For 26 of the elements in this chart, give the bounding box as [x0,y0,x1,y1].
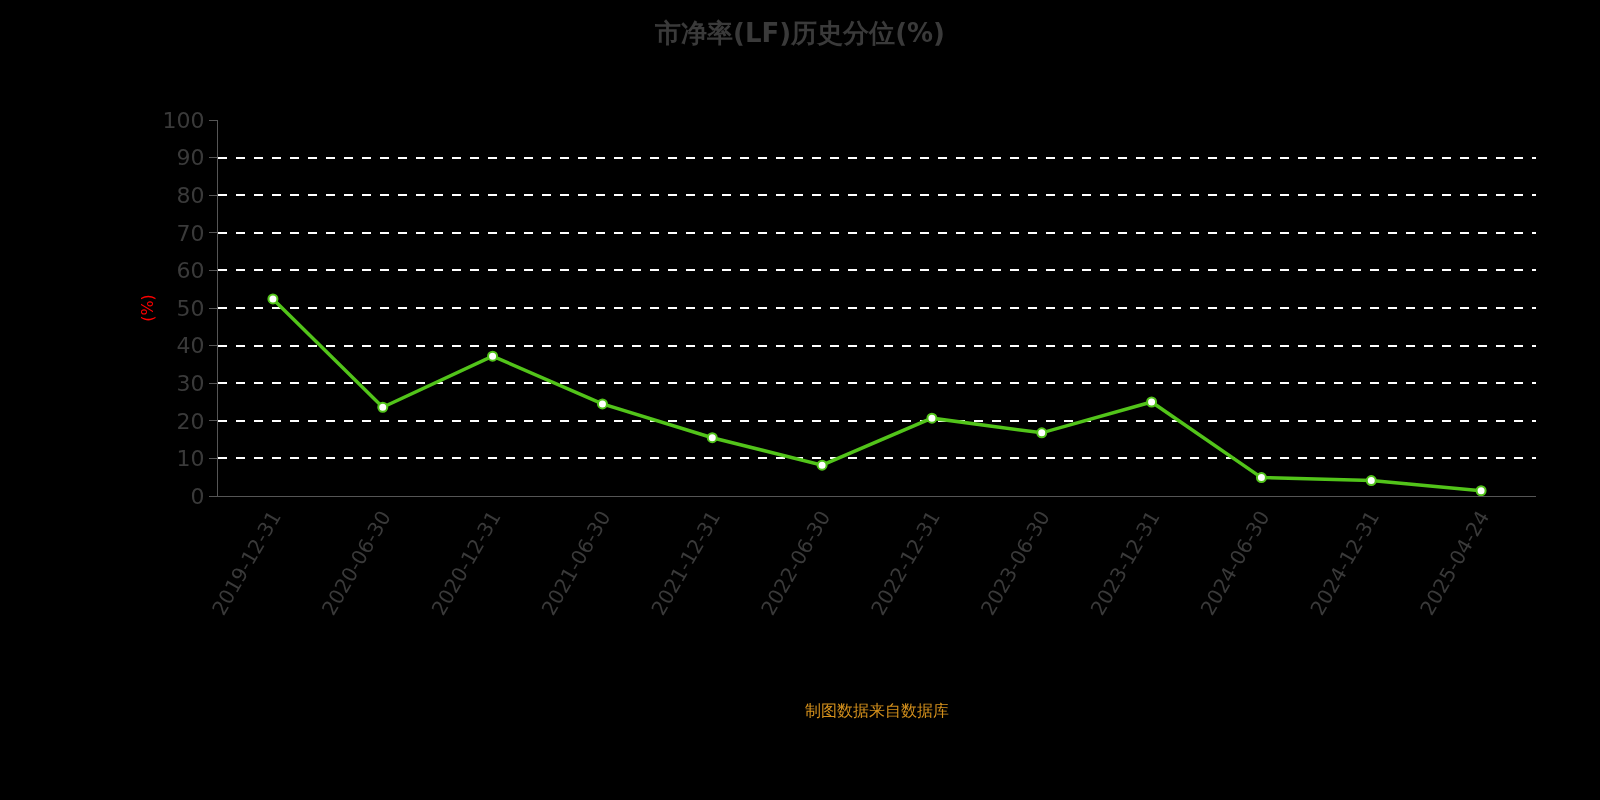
point [267,293,279,305]
point [1475,485,1487,496]
y-tick-label: 10 [176,446,205,472]
y-axis-title: (%) [138,294,158,322]
y-tick-label: 90 [176,145,205,171]
point [816,459,828,471]
point [377,401,389,413]
y-tick-label: 40 [176,333,205,359]
point [596,398,608,410]
y-tick-label: 80 [176,182,205,208]
point [1255,472,1267,484]
y-tick-label: 60 [176,258,205,284]
y-tick-label: 70 [176,220,205,246]
y-tick-label: 20 [176,408,205,434]
point [1365,475,1377,487]
y-tick-label: 0 [190,483,205,509]
y-tick-label: 50 [176,295,205,321]
text: 制图数据来自数据库 [805,701,949,720]
point [706,432,718,444]
y-tick-label: 100 [162,107,205,133]
chart-title: 市净率(LF)历史分位(%) [654,18,945,49]
point [1146,396,1158,408]
point [487,350,499,362]
y-tick-label: 30 [176,370,205,396]
point [1036,427,1048,439]
point [926,412,938,424]
